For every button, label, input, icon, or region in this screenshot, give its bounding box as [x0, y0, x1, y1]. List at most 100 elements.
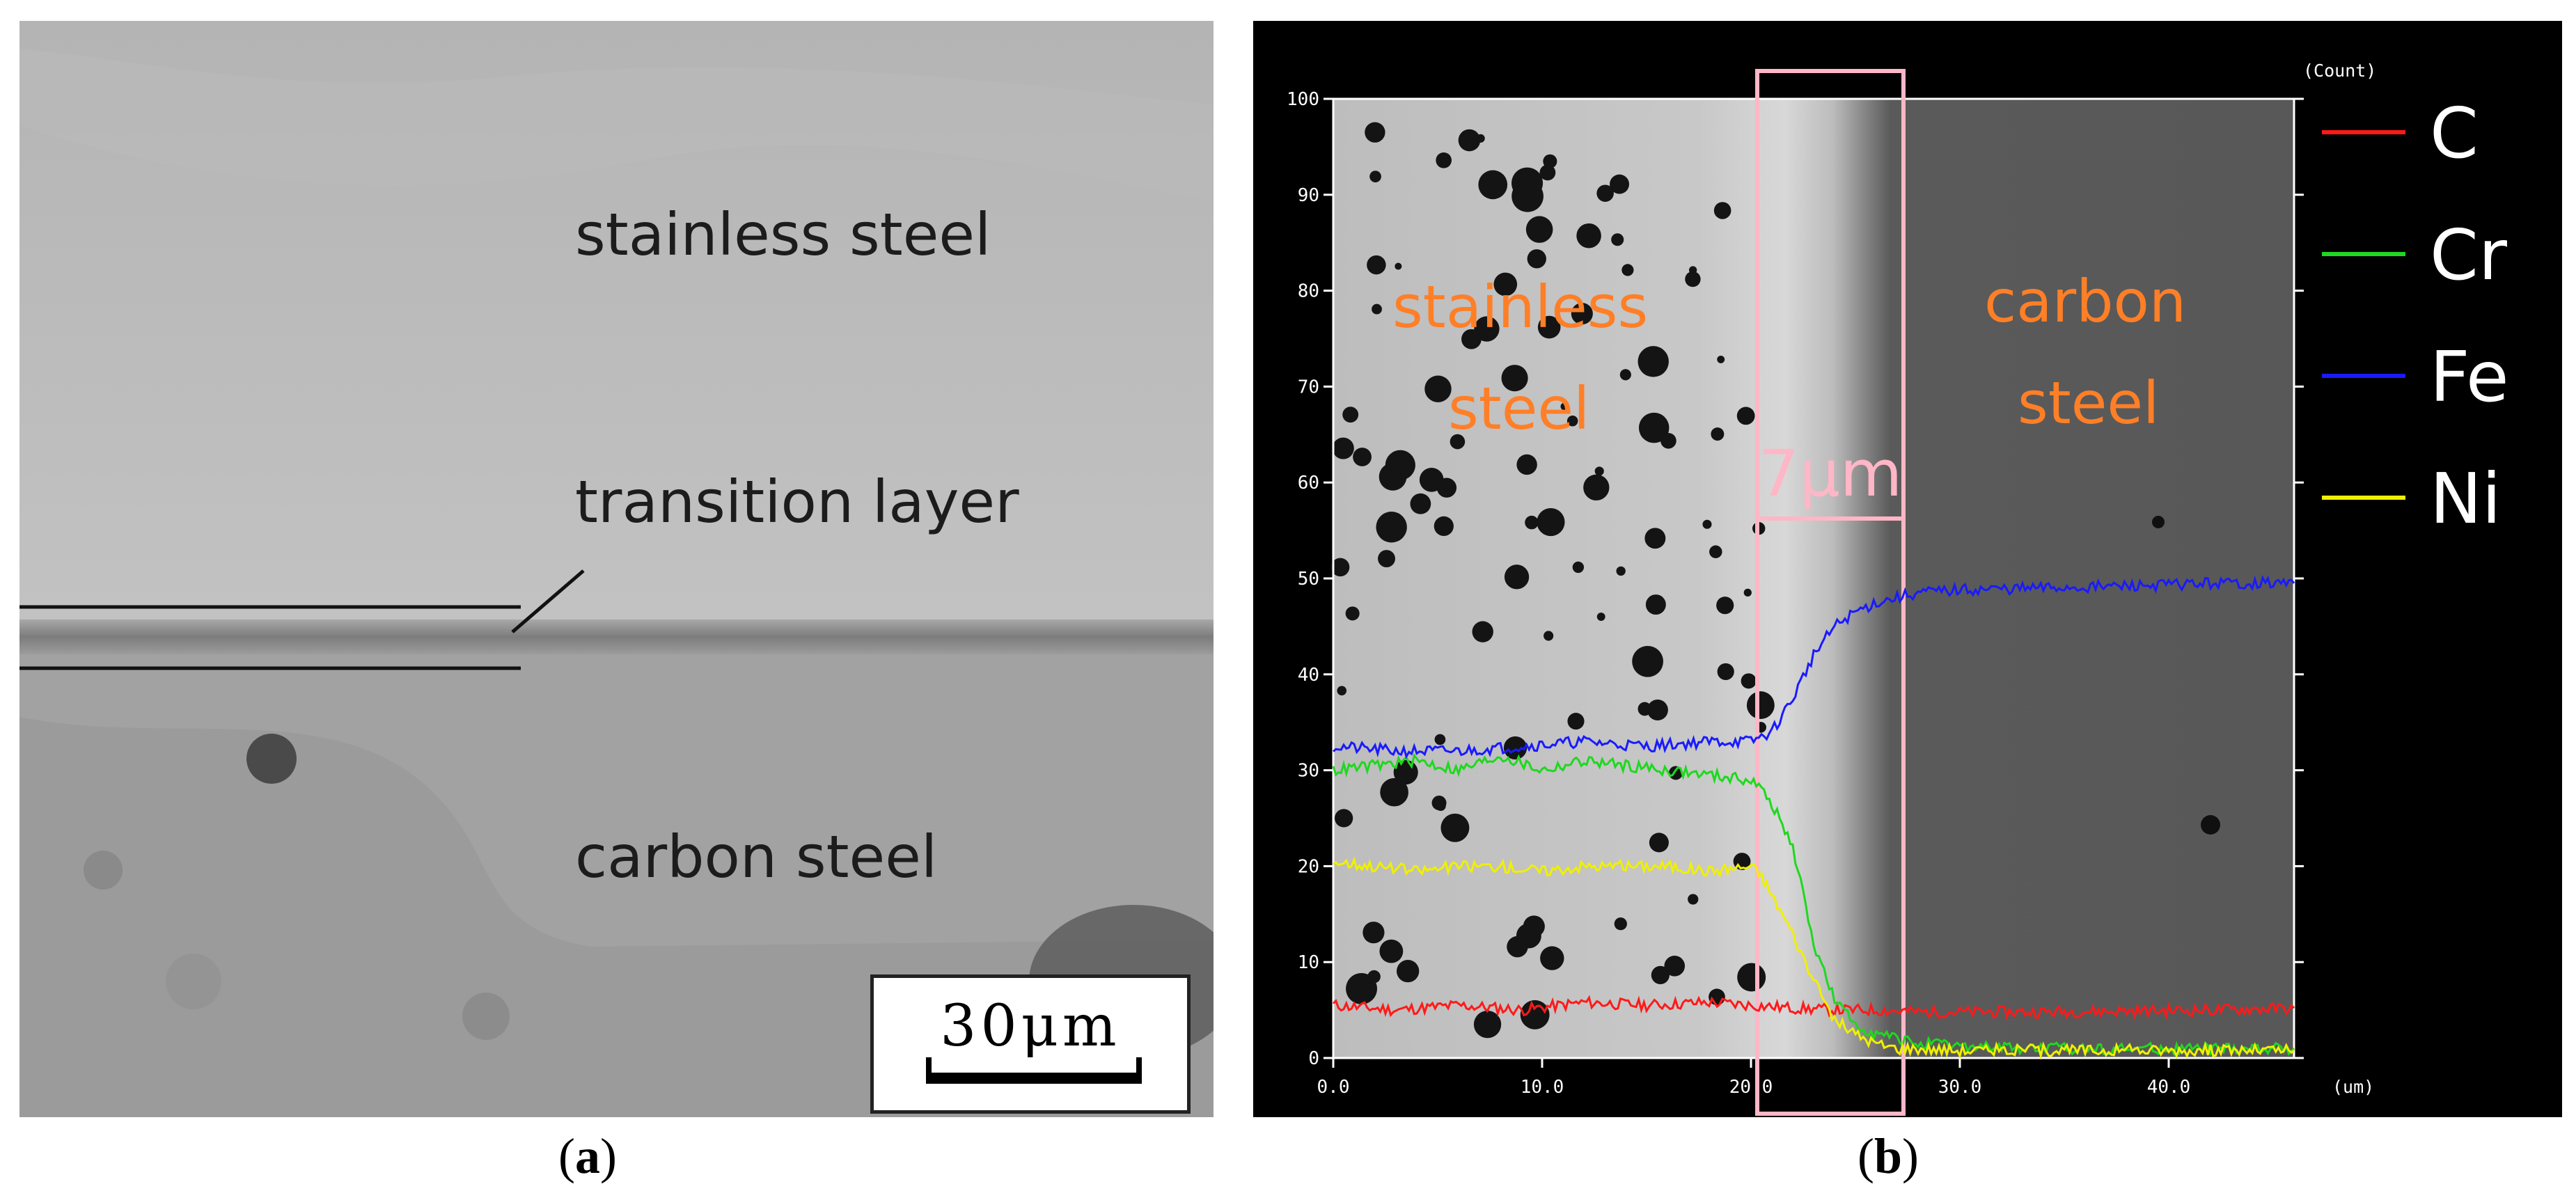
pore-dot	[1649, 832, 1669, 853]
pore-dot	[1410, 493, 1431, 514]
pore-dot	[1431, 473, 1439, 481]
pore-dot	[1638, 346, 1669, 377]
pore-dot	[1537, 507, 1565, 537]
pore-dot	[1709, 545, 1722, 558]
pore-dot	[1385, 450, 1415, 480]
pore-dot	[1717, 355, 1725, 363]
pore-dot	[1647, 700, 1668, 720]
pore-dot	[1395, 262, 1402, 270]
pore-dot	[1342, 406, 1359, 423]
legend-label-c: C	[2430, 93, 2479, 174]
pore-dot	[1746, 691, 1775, 720]
x-tick-label: 40.0	[2147, 1077, 2191, 1098]
pore-dot	[1504, 565, 1530, 590]
pore-dot	[1440, 813, 1470, 842]
pore-dot	[1571, 303, 1593, 325]
series-line-ni	[1333, 856, 2295, 1060]
series-lines	[1332, 575, 2295, 1060]
y-tick-label: 10	[1298, 952, 1319, 973]
eds-line-scan-panel-b: 0 10 20 30 40 50 60 70 80 90 100 0.0 10.0 20.0 30.0 40.…	[1253, 21, 2562, 1117]
y-tick-label: 90	[1298, 185, 1319, 206]
pore-dot	[1610, 174, 1630, 194]
pore-dot	[1737, 963, 1766, 992]
y-tick-label: 60	[1298, 473, 1319, 494]
transition-layer-label: transition layer	[575, 468, 1019, 536]
pore-dot	[1616, 566, 1626, 576]
sem-background	[1333, 99, 2294, 1058]
pore-dot	[1711, 427, 1725, 441]
legend-label-fe: Fe	[2430, 336, 2509, 418]
micrograph-image	[19, 21, 1214, 1117]
y-tick-label: 40	[1298, 665, 1319, 686]
pore-dot	[1436, 152, 1452, 168]
pore-dot	[1566, 415, 1578, 427]
pore-dot	[1572, 561, 1585, 574]
pore-dot	[1493, 272, 1518, 297]
pore-dot	[1596, 613, 1605, 622]
x-tick-label: 30.0	[1938, 1077, 1982, 1098]
pore-dot	[1716, 597, 1734, 615]
pore-dot	[1450, 434, 1466, 450]
stainless-steel-label: stainless steel	[575, 200, 991, 269]
series-line-fe	[1333, 575, 2295, 759]
pore-dot	[1461, 329, 1482, 349]
pore-dot	[1478, 170, 1508, 200]
pore-dot	[1367, 255, 1386, 275]
pore-dot	[1651, 965, 1670, 984]
pore-dot	[1362, 922, 1385, 944]
pore-dot	[1379, 939, 1404, 963]
pore-dot	[1337, 686, 1347, 696]
pore-dot	[1353, 448, 1372, 466]
pore-dot	[1632, 645, 1663, 677]
pore-dot	[1596, 184, 1614, 202]
pore-dot	[1434, 516, 1454, 537]
pore-dot	[1717, 663, 1734, 681]
pore-dot	[1380, 777, 1408, 807]
pore-dot	[1567, 713, 1585, 730]
y-tick-label: 70	[1298, 377, 1319, 397]
pore-dot	[1516, 454, 1537, 475]
stainless-label-line2: steel	[1448, 374, 1589, 443]
pore-dot	[1638, 702, 1652, 716]
pore-dot	[1525, 216, 1553, 243]
caption-a: (a)	[558, 1128, 617, 1184]
y-tick-label: 50	[1298, 569, 1319, 590]
pore-dot	[1434, 734, 1446, 745]
legend-label-ni: Ni	[2430, 458, 2502, 539]
scale-bar-label: 30μm	[940, 993, 1121, 1059]
chart-axes: 0 10 20 30 40 50 60 70 80 90 100 0.0 10.0 20.0 30.0 40.…	[1287, 89, 2304, 1098]
pore-dot	[1473, 1011, 1502, 1039]
pore-dot	[1540, 946, 1564, 970]
pore-dot	[1525, 515, 1539, 530]
pore-dot	[1376, 512, 1407, 543]
pore-dot	[1511, 167, 1544, 199]
pore-dot	[1330, 558, 1350, 577]
pore-dot	[1378, 550, 1395, 568]
pore-dot	[1614, 917, 1627, 931]
pore-dot	[1583, 474, 1610, 500]
carbon-label-line1: carbon	[1984, 267, 2186, 335]
eds-line-scan-chart: 0 10 20 30 40 50 60 70 80 90 100 0.0 10.0 20.0 30.0 40.…	[1287, 61, 2509, 1116]
pore-dot	[1345, 606, 1360, 621]
scale-bar: 30μm	[870, 974, 1191, 1114]
pore-dot	[2201, 815, 2220, 835]
pore-dot	[1619, 369, 1631, 381]
pore-dot	[1560, 402, 1569, 411]
pore-dot	[1664, 955, 1686, 977]
stainless-label-line1: stainless	[1392, 273, 1648, 341]
pore-dot	[1476, 134, 1485, 143]
pore-dot	[2152, 516, 2165, 528]
pore-dot	[1741, 673, 1757, 689]
pore-dot	[1335, 809, 1353, 828]
pore-dot	[1713, 202, 1731, 219]
pore-dot	[1702, 519, 1712, 529]
pore-dot	[1365, 122, 1385, 143]
pore-dot	[1431, 796, 1447, 811]
pore-dot	[1458, 129, 1481, 152]
pore-dot	[1576, 223, 1601, 248]
x-tick-label: 10.0	[1521, 1077, 1564, 1098]
pore-dot	[1507, 935, 1528, 958]
pore-dot	[1424, 375, 1452, 402]
y-tick-label: 80	[1298, 281, 1319, 302]
y-tick-label: 30	[1298, 761, 1319, 782]
